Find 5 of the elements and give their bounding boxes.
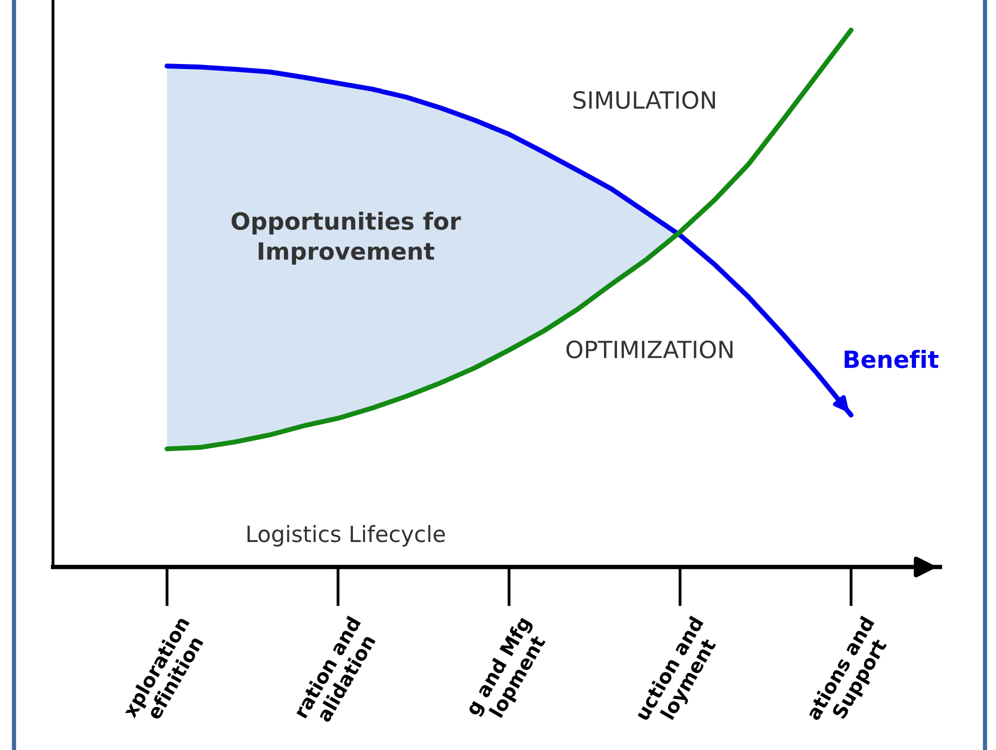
annotation: OPTIMIZATION: [566, 340, 732, 358]
annotation: Opportunities for Improvement: [232, 212, 461, 265]
x-axis-title: Logistics Lifecycle: [248, 525, 445, 547]
annotation: SIMULATION: [574, 91, 715, 109]
series-label: Benefit: [844, 350, 938, 368]
